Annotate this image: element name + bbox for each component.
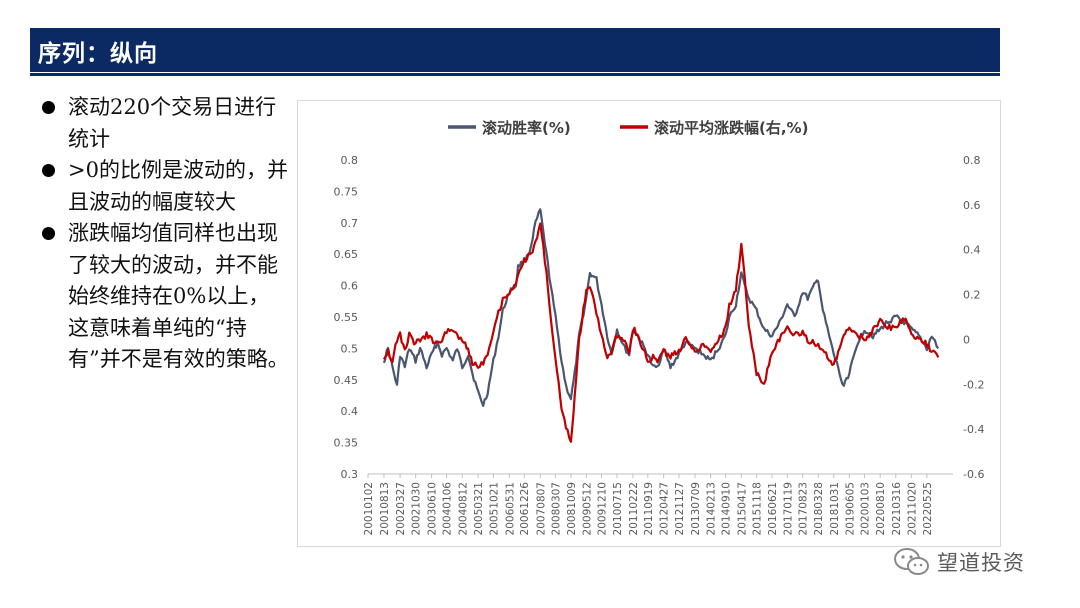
y-right-tick-label: 0 [963,333,970,346]
y-left-tick-label: 0.45 [334,374,359,387]
watermark: 望道投资 [893,545,1025,579]
page-title: 序列：纵向 [38,41,158,67]
header-rule [30,73,1000,76]
y-left-tick-label: 0.5 [341,342,359,355]
x-tick-label: 20090512 [581,482,593,535]
x-tick-label: 20210316 [891,482,903,536]
x-tick-label: 20200810 [875,482,887,535]
x-tick-label: 20121127 [674,482,686,535]
x-tick-label: 20170823 [798,482,810,535]
x-tick-label: 20030610 [427,482,439,535]
bullet-dot-icon [42,164,55,177]
x-tick-label: 20130709 [690,482,702,535]
y-right-tick-label: -0.4 [963,423,984,436]
y-right-tick-label: -0.6 [963,468,984,481]
bullet-dot-icon [42,101,55,114]
y-right-tick-label: -0.2 [963,378,984,391]
series-line-avg-return [383,222,940,443]
bullet-text: >0的比例是波动的，并且波动的幅度较大 [68,158,288,214]
line-chart: 0.3 0.35 0.4 0.45 0.5 0.55 0.6 0.65 0.7 0.75 0.8 -0… [334,119,985,536]
series-line-win-rate [382,208,940,407]
y-left-tick-label: 0.65 [334,248,359,261]
watermark-text: 望道投资 [937,551,1025,575]
bullet-text: 涨跌幅均值同样也出现了较大的波动，并不能始终维持在0%以上，这意味着单纯的“持有… [68,221,289,371]
x-tick-label: 20051021 [488,482,500,535]
y-right-tick-label: 0.6 [963,199,981,212]
y-right-tick-label: 0.2 [963,289,981,302]
bullet-item: 涨跌幅均值同样也出现了较大的波动，并不能始终维持在0%以上，这意味着单纯的“持有… [40,218,290,376]
x-tick-label: 20200103 [859,482,871,535]
bullet-list: 滚动220个交易日进行统计 >0的比例是波动的，并且波动的幅度较大 涨跌幅均值同… [40,92,290,376]
x-tick-label: 20070807 [535,482,547,535]
x-tick-label: 20080307 [550,482,562,535]
x-tick-label: 20211020 [906,482,918,535]
x-tick-label: 20170119 [782,482,794,535]
y-left-tick-label: 0.3 [341,468,359,481]
x-tick-label: 20091210 [596,482,608,535]
y-left-tick-label: 0.75 [334,185,359,198]
x-tick-label: 20060531 [504,482,516,535]
x-tick-label: 20061226 [519,482,531,536]
y-left-tick-label: 0.4 [341,405,359,418]
x-tick-label: 20081009 [566,482,578,535]
x-tick-label: 20160621 [767,482,779,535]
x-tick-label: 20040106 [442,482,454,536]
x-tick-label: 20021030 [411,482,423,535]
x-tick-label: 20140910 [721,482,733,535]
x-tick-label: 20040812 [457,482,469,535]
x-tick-label: 20010813 [379,482,391,535]
y-left-tick-label: 0.35 [334,437,359,450]
x-tick-label: 20050321 [473,482,485,535]
y-right-tick-label: 0.4 [963,244,981,257]
chart-frame: 0.3 0.35 0.4 0.45 0.5 0.55 0.6 0.65 0.7 0.75 0.8 -0… [297,100,1001,547]
y-right-tick-label: 0.8 [963,154,981,167]
legend-label-avg-return: 滚动平均涨跌幅(右,%) [654,119,808,137]
x-tick-label: 20100715 [612,482,624,535]
x-tick-label: 20120427 [659,482,671,535]
x-tick-label: 20110222 [628,482,640,535]
y-left-tick-label: 0.8 [341,154,359,167]
y-left-tick-label: 0.7 [341,217,359,230]
x-tick-label: 20020327 [395,482,407,535]
x-tick-label: 20140213 [706,482,718,535]
x-tick-label: 20150417 [736,482,748,535]
bullet-item: >0的比例是波动的，并且波动的幅度较大 [40,155,290,218]
x-tick-label: 20181031 [829,482,841,535]
x-tick-label: 20180328 [813,482,825,535]
x-tick-label: 20220525 [922,482,934,535]
x-tick-label: 20151118 [752,482,764,535]
x-tick-label: 20190605 [844,482,856,535]
legend-label-win-rate: 滚动胜率(%) [482,119,571,137]
header-bar: 序列：纵向 [30,28,1000,72]
bullet-text: 滚动220个交易日进行统计 [68,95,277,151]
wechat-icon [894,548,929,575]
bullet-dot-icon [42,227,55,240]
y-left-tick-label: 0.55 [334,311,359,324]
bullet-item: 滚动220个交易日进行统计 [40,92,290,155]
x-tick-label: 20010102 [363,482,375,535]
y-left-tick-label: 0.6 [341,280,359,293]
x-tick-label: 20110919 [643,482,655,535]
